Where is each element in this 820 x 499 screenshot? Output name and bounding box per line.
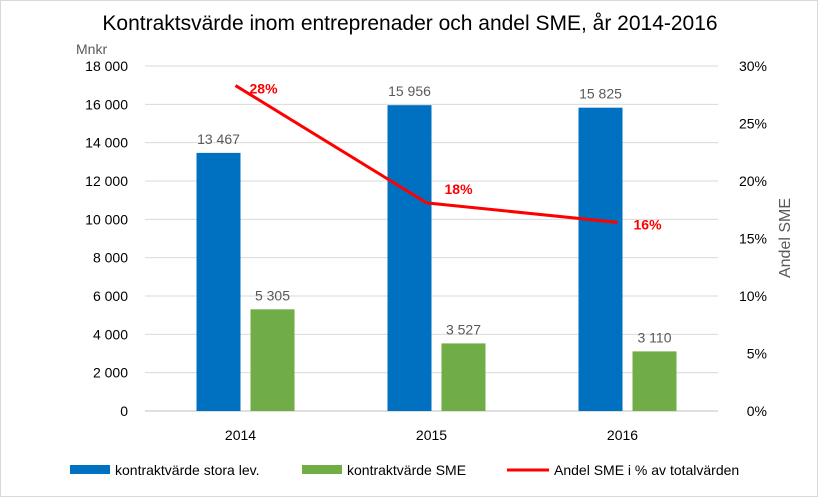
x-tick-label: 2015 [416,427,447,443]
data-label: 3 527 [446,321,481,337]
legend-swatch [70,465,110,474]
line-series: 28% 18% 16% [234,81,663,232]
bar [632,351,677,411]
y-tick-label: 14 000 [85,135,128,151]
legend-swatch [302,465,342,474]
chart-title: Kontraktsvärde inom entreprenader och an… [102,12,717,35]
data-label: 13 467 [197,131,240,147]
y-axis: 0 2 000 4 000 6 000 8 000 10 000 12 000 14 000 1… [85,58,128,419]
line-data-label: 16% [634,216,663,232]
y-tick-label: 16 000 [85,96,128,112]
data-label: 3 110 [638,329,672,345]
data-label: 15 825 [579,86,622,102]
y-axis-unit: Mnkr [76,41,107,57]
bar [387,105,432,411]
legend: kontraktvärde stora lev. kontraktvärde SM… [70,462,739,478]
y2-tick-label: 10% [739,288,767,304]
y-tick-label: 18 000 [85,58,128,74]
y-tick-label: 4 000 [93,326,128,342]
bars: 13 467 15 956 15 825 5 305 3 527 3 110 [196,83,677,411]
bar [250,309,295,411]
y2-axis-title: Andel SME [777,198,794,278]
line-data-label: 18% [445,181,474,197]
y-tick-label: 10 000 [85,211,128,227]
bar [196,152,241,411]
bar [578,107,623,411]
y-tick-label: 6 000 [93,288,128,304]
legend-label: kontraktvärde stora lev. [115,462,259,478]
y2-tick-label: 25% [739,116,767,132]
x-tick-label: 2014 [225,427,256,443]
y2-tick-label: 15% [739,231,767,247]
y2-tick-label: 5% [747,346,767,362]
y2-tick-label: 0% [747,403,767,419]
y-tick-label: 12 000 [85,173,128,189]
x-axis: 2014 2015 2016 [225,427,638,443]
y-tick-label: 8 000 [93,250,128,266]
legend-label: kontraktvärde SME [347,462,466,478]
y2-tick-label: 30% [739,58,767,74]
x-tick-label: 2016 [607,427,638,443]
y2-tick-label: 20% [739,173,767,189]
data-label: 15 956 [388,83,431,99]
line-data-label: 28% [250,81,279,97]
data-label: 5 305 [255,287,290,303]
y-tick-label: 0 [120,403,128,419]
y-tick-label: 2 000 [93,365,128,381]
bar [441,343,486,411]
legend-label: Andel SME i % av totalvärden [554,462,739,478]
y2-axis: 0% 5% 10% 15% 20% 25% 30% [739,58,767,419]
